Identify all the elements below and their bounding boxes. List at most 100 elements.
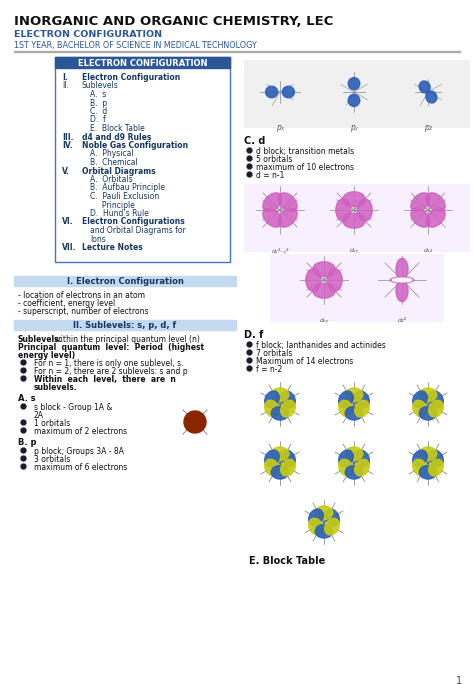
Text: Sublevels: Sublevels bbox=[82, 81, 119, 90]
Text: C.  d: C. d bbox=[90, 107, 107, 116]
Ellipse shape bbox=[413, 391, 428, 408]
Ellipse shape bbox=[278, 208, 297, 227]
Text: pᵧ: pᵧ bbox=[350, 123, 358, 132]
Ellipse shape bbox=[306, 269, 320, 291]
Text: Ions: Ions bbox=[90, 235, 106, 244]
Bar bbox=[270, 254, 444, 322]
Ellipse shape bbox=[419, 447, 437, 460]
Text: VII.: VII. bbox=[62, 243, 76, 252]
Text: maximum of 6 electrons: maximum of 6 electrons bbox=[34, 463, 127, 472]
Text: Noble Gas Configuration: Noble Gas Configuration bbox=[82, 141, 188, 150]
Text: A. s: A. s bbox=[18, 394, 36, 403]
Ellipse shape bbox=[325, 509, 339, 526]
Text: ELECTRON CONFIGURATION: ELECTRON CONFIGURATION bbox=[14, 30, 162, 39]
Ellipse shape bbox=[428, 391, 443, 408]
Bar bbox=[55, 57, 230, 68]
Ellipse shape bbox=[396, 259, 408, 280]
Ellipse shape bbox=[343, 213, 365, 228]
Ellipse shape bbox=[426, 91, 437, 103]
Text: energy level): energy level) bbox=[18, 351, 75, 360]
Text: C. d: C. d bbox=[244, 136, 265, 146]
Text: 1 orbitals: 1 orbitals bbox=[34, 419, 70, 428]
Text: Orbital Diagrams: Orbital Diagrams bbox=[82, 166, 155, 176]
Text: D. f: D. f bbox=[244, 330, 264, 340]
Ellipse shape bbox=[336, 199, 351, 221]
Text: Lecture Notes: Lecture Notes bbox=[82, 243, 143, 252]
Ellipse shape bbox=[271, 406, 289, 420]
Text: - superscript, number of electrons: - superscript, number of electrons bbox=[18, 307, 148, 316]
Ellipse shape bbox=[413, 400, 428, 417]
Ellipse shape bbox=[265, 86, 278, 98]
Ellipse shape bbox=[396, 280, 408, 302]
Text: III.: III. bbox=[62, 133, 73, 142]
Ellipse shape bbox=[392, 278, 411, 282]
Text: For n = 2, there are 2 sublevels: s and p: For n = 2, there are 2 sublevels: s and … bbox=[34, 367, 188, 376]
Ellipse shape bbox=[264, 400, 279, 417]
Ellipse shape bbox=[355, 450, 369, 466]
Text: and Orbital Diagrams for: and Orbital Diagrams for bbox=[90, 226, 186, 235]
Text: 1: 1 bbox=[456, 676, 462, 684]
Text: Electron Configuration: Electron Configuration bbox=[82, 73, 180, 82]
Text: VI.: VI. bbox=[62, 218, 73, 226]
Text: A.  s: A. s bbox=[90, 90, 106, 99]
Text: within the principal quantum level (n): within the principal quantum level (n) bbox=[52, 335, 200, 344]
Ellipse shape bbox=[281, 450, 295, 466]
Text: s block - Group 1A &: s block - Group 1A & bbox=[34, 403, 112, 412]
Text: I. Electron Configuration: I. Electron Configuration bbox=[66, 277, 183, 286]
Text: E. Block Table: E. Block Table bbox=[249, 556, 325, 566]
Text: D.  Hund’s Rule: D. Hund’s Rule bbox=[90, 209, 149, 218]
Ellipse shape bbox=[271, 447, 289, 460]
Text: A.  Orbitals: A. Orbitals bbox=[90, 175, 133, 184]
Text: B.  p: B. p bbox=[90, 98, 107, 107]
Bar bbox=[244, 184, 470, 252]
Ellipse shape bbox=[338, 400, 353, 417]
Text: Within  each  level,  there  are  n: Within each level, there are n bbox=[34, 375, 176, 384]
Ellipse shape bbox=[419, 388, 437, 402]
Text: For n = 1, there is only one sublevel, s.: For n = 1, there is only one sublevel, s… bbox=[34, 359, 183, 368]
Text: 7 orbitals: 7 orbitals bbox=[256, 349, 292, 358]
Ellipse shape bbox=[426, 193, 445, 212]
Text: maximum of 2 electrons: maximum of 2 electrons bbox=[34, 427, 127, 436]
Ellipse shape bbox=[283, 86, 294, 98]
Text: - location of electrons in an atom: - location of electrons in an atom bbox=[18, 291, 145, 300]
Text: 2A: 2A bbox=[34, 411, 44, 420]
Text: f block; lanthanides and actinides: f block; lanthanides and actinides bbox=[256, 341, 386, 350]
Ellipse shape bbox=[348, 94, 360, 107]
Circle shape bbox=[184, 411, 206, 433]
Ellipse shape bbox=[309, 518, 323, 535]
Text: d block; transition metals: d block; transition metals bbox=[256, 147, 354, 156]
Text: dₓᵧ: dₓᵧ bbox=[349, 248, 358, 253]
Ellipse shape bbox=[426, 208, 445, 227]
Bar bbox=[55, 57, 230, 262]
Text: Electron Configurations: Electron Configurations bbox=[82, 218, 185, 226]
Text: 1ST YEAR, BACHELOR OF SCIENCE IN MEDICAL TECHNOLOGY: 1ST YEAR, BACHELOR OF SCIENCE IN MEDICAL… bbox=[14, 41, 257, 50]
Ellipse shape bbox=[343, 192, 365, 207]
Text: - coefficient, energy level: - coefficient, energy level bbox=[18, 299, 115, 308]
Bar bbox=[14, 51, 460, 52]
Text: B. p: B. p bbox=[18, 438, 36, 447]
Ellipse shape bbox=[328, 269, 342, 291]
Ellipse shape bbox=[264, 391, 279, 408]
Text: dₓ₂: dₓ₂ bbox=[423, 248, 433, 253]
Text: p block; Groups 3A - 8A: p block; Groups 3A - 8A bbox=[34, 447, 124, 456]
Text: ELECTRON CONFIGURATION: ELECTRON CONFIGURATION bbox=[78, 59, 207, 68]
Ellipse shape bbox=[264, 459, 279, 476]
Ellipse shape bbox=[271, 388, 289, 402]
Ellipse shape bbox=[315, 506, 333, 520]
Text: Principal  quantum  level:  Period  (highest: Principal quantum level: Period (highest bbox=[18, 343, 204, 352]
Text: d₂²: d₂² bbox=[398, 318, 407, 323]
Text: Maximum of 14 electrons: Maximum of 14 electrons bbox=[256, 357, 353, 366]
Text: D.  f: D. f bbox=[90, 116, 106, 124]
Text: IV.: IV. bbox=[62, 141, 73, 150]
Text: Principle: Principle bbox=[90, 200, 135, 209]
Text: 3 orbitals: 3 orbitals bbox=[34, 455, 70, 464]
Ellipse shape bbox=[345, 388, 363, 402]
Ellipse shape bbox=[355, 459, 369, 476]
Ellipse shape bbox=[419, 406, 437, 420]
Ellipse shape bbox=[411, 193, 430, 212]
Ellipse shape bbox=[419, 81, 430, 93]
Ellipse shape bbox=[338, 450, 353, 466]
Ellipse shape bbox=[281, 459, 295, 476]
Ellipse shape bbox=[355, 391, 369, 408]
Text: B.  Chemical: B. Chemical bbox=[90, 158, 138, 167]
